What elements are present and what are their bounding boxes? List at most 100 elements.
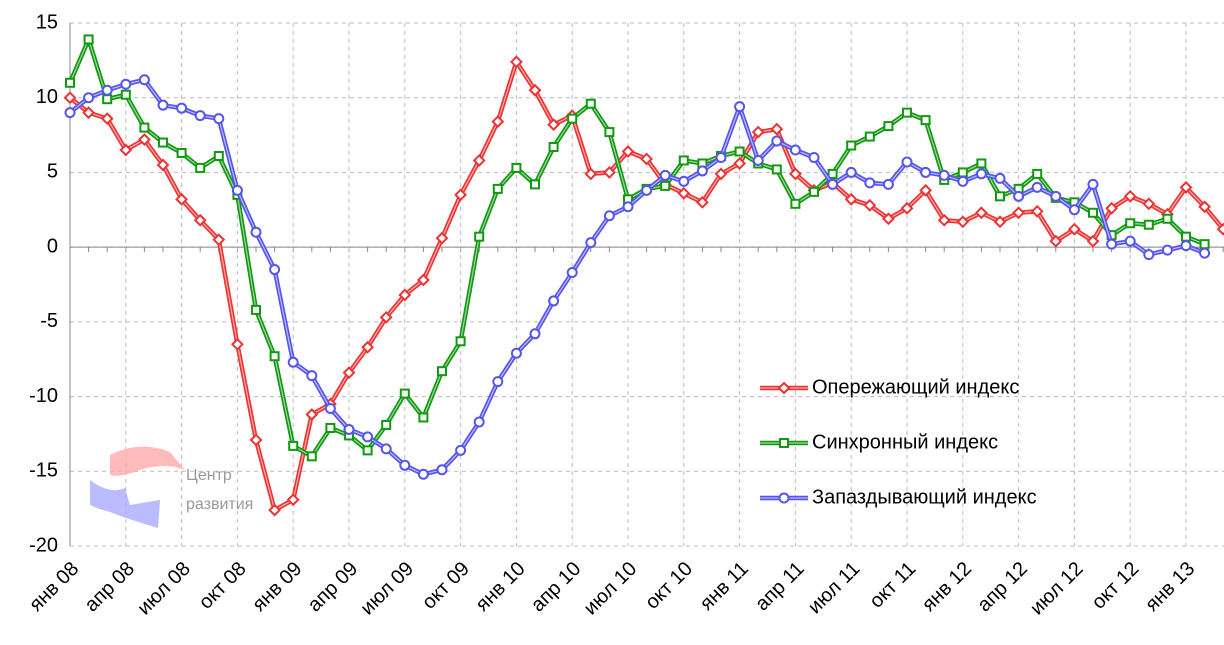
data-point bbox=[827, 178, 839, 190]
data-point bbox=[789, 144, 801, 156]
data-point bbox=[1050, 190, 1062, 202]
data-point bbox=[175, 192, 189, 206]
data-point bbox=[770, 122, 784, 136]
y-tick-label: 15 bbox=[36, 11, 58, 33]
data-point bbox=[696, 165, 708, 177]
data-point bbox=[1199, 247, 1211, 259]
x-tick-label: янв 09 bbox=[248, 558, 306, 616]
data-point bbox=[176, 148, 187, 159]
data-point bbox=[1105, 201, 1119, 215]
data-point bbox=[418, 412, 429, 423]
data-point bbox=[920, 115, 931, 126]
x-tick-label: июл 10 bbox=[580, 558, 642, 620]
data-point bbox=[530, 179, 540, 190]
data-point bbox=[585, 237, 597, 249]
data-point bbox=[306, 370, 318, 382]
data-point bbox=[1086, 234, 1100, 248]
data-point bbox=[864, 177, 876, 189]
x-tick-label: апр 08 bbox=[80, 558, 139, 617]
data-point bbox=[974, 206, 988, 220]
data-point bbox=[213, 150, 224, 161]
x-tick-label: окт 12 bbox=[1088, 558, 1144, 614]
data-point bbox=[994, 172, 1006, 184]
data-point bbox=[1199, 239, 1210, 250]
x-tick-label: янв 08 bbox=[25, 558, 83, 616]
data-point bbox=[231, 184, 243, 196]
data-point bbox=[509, 55, 523, 69]
x-tick-label: окт 10 bbox=[641, 558, 697, 614]
x-tick-label: окт 11 bbox=[865, 558, 920, 613]
x-tick-label: июл 08 bbox=[133, 558, 195, 620]
data-point bbox=[1143, 219, 1154, 230]
data-point bbox=[472, 154, 486, 167]
data-point bbox=[473, 416, 485, 428]
data-point bbox=[1067, 222, 1081, 236]
data-point bbox=[435, 231, 449, 245]
data-point bbox=[863, 198, 877, 212]
y-tick-label: -10 bbox=[29, 385, 58, 407]
data-point bbox=[269, 264, 281, 276]
data-point bbox=[455, 444, 467, 456]
x-tick-label: апр 09 bbox=[304, 558, 363, 617]
y-tick-label: 0 bbox=[47, 235, 58, 257]
data-point bbox=[156, 158, 170, 172]
data-point bbox=[250, 226, 262, 238]
legend-marker bbox=[779, 438, 789, 448]
data-point bbox=[436, 464, 448, 476]
data-point bbox=[286, 493, 300, 507]
data-point bbox=[1180, 240, 1192, 252]
data-point bbox=[529, 328, 541, 340]
data-point bbox=[194, 110, 206, 122]
series-line-highlight bbox=[69, 79, 1205, 475]
logo-shape bbox=[90, 480, 160, 528]
data-point bbox=[158, 137, 168, 148]
data-point bbox=[1216, 222, 1224, 236]
data-point bbox=[641, 184, 653, 196]
data-point bbox=[306, 451, 317, 462]
data-point bbox=[416, 273, 430, 287]
data-point bbox=[325, 422, 336, 433]
data-point bbox=[678, 155, 689, 166]
data-point bbox=[362, 445, 373, 456]
data-point bbox=[342, 366, 356, 380]
data-point bbox=[398, 288, 412, 302]
data-point bbox=[230, 337, 244, 351]
data-point bbox=[734, 146, 745, 157]
data-point bbox=[491, 115, 505, 129]
data-point bbox=[381, 419, 392, 430]
data-point bbox=[956, 215, 970, 229]
data-point bbox=[640, 152, 654, 166]
data-point bbox=[64, 107, 76, 119]
data-point bbox=[1123, 189, 1137, 203]
y-tick-label: -15 bbox=[29, 460, 58, 482]
data-point bbox=[83, 34, 94, 45]
data-point bbox=[604, 127, 615, 138]
data-point bbox=[1124, 235, 1136, 247]
data-point bbox=[864, 131, 875, 142]
data-point bbox=[901, 156, 913, 168]
data-point bbox=[622, 201, 634, 213]
data-point bbox=[938, 169, 950, 181]
data-point bbox=[492, 376, 504, 388]
data-point bbox=[417, 468, 429, 480]
legend-marker bbox=[778, 492, 790, 504]
data-point bbox=[510, 347, 522, 359]
data-point bbox=[1012, 206, 1026, 220]
data-point bbox=[63, 91, 77, 105]
data-point bbox=[808, 151, 820, 163]
data-point bbox=[83, 92, 95, 104]
data-point bbox=[995, 191, 1005, 202]
x-tick-label: янв 11 bbox=[696, 558, 753, 615]
y-tick-label: 5 bbox=[47, 161, 58, 183]
data-point bbox=[771, 135, 783, 147]
series-line bbox=[68, 59, 1224, 513]
series-line-highlight bbox=[69, 38, 1205, 457]
data-point bbox=[269, 351, 280, 362]
data-point bbox=[1032, 168, 1043, 179]
data-point bbox=[771, 164, 782, 175]
data-point bbox=[993, 215, 1007, 229]
x-tick-label: янв 12 bbox=[918, 558, 976, 616]
data-point bbox=[809, 186, 819, 197]
data-point bbox=[957, 175, 969, 187]
data-point bbox=[882, 178, 894, 190]
